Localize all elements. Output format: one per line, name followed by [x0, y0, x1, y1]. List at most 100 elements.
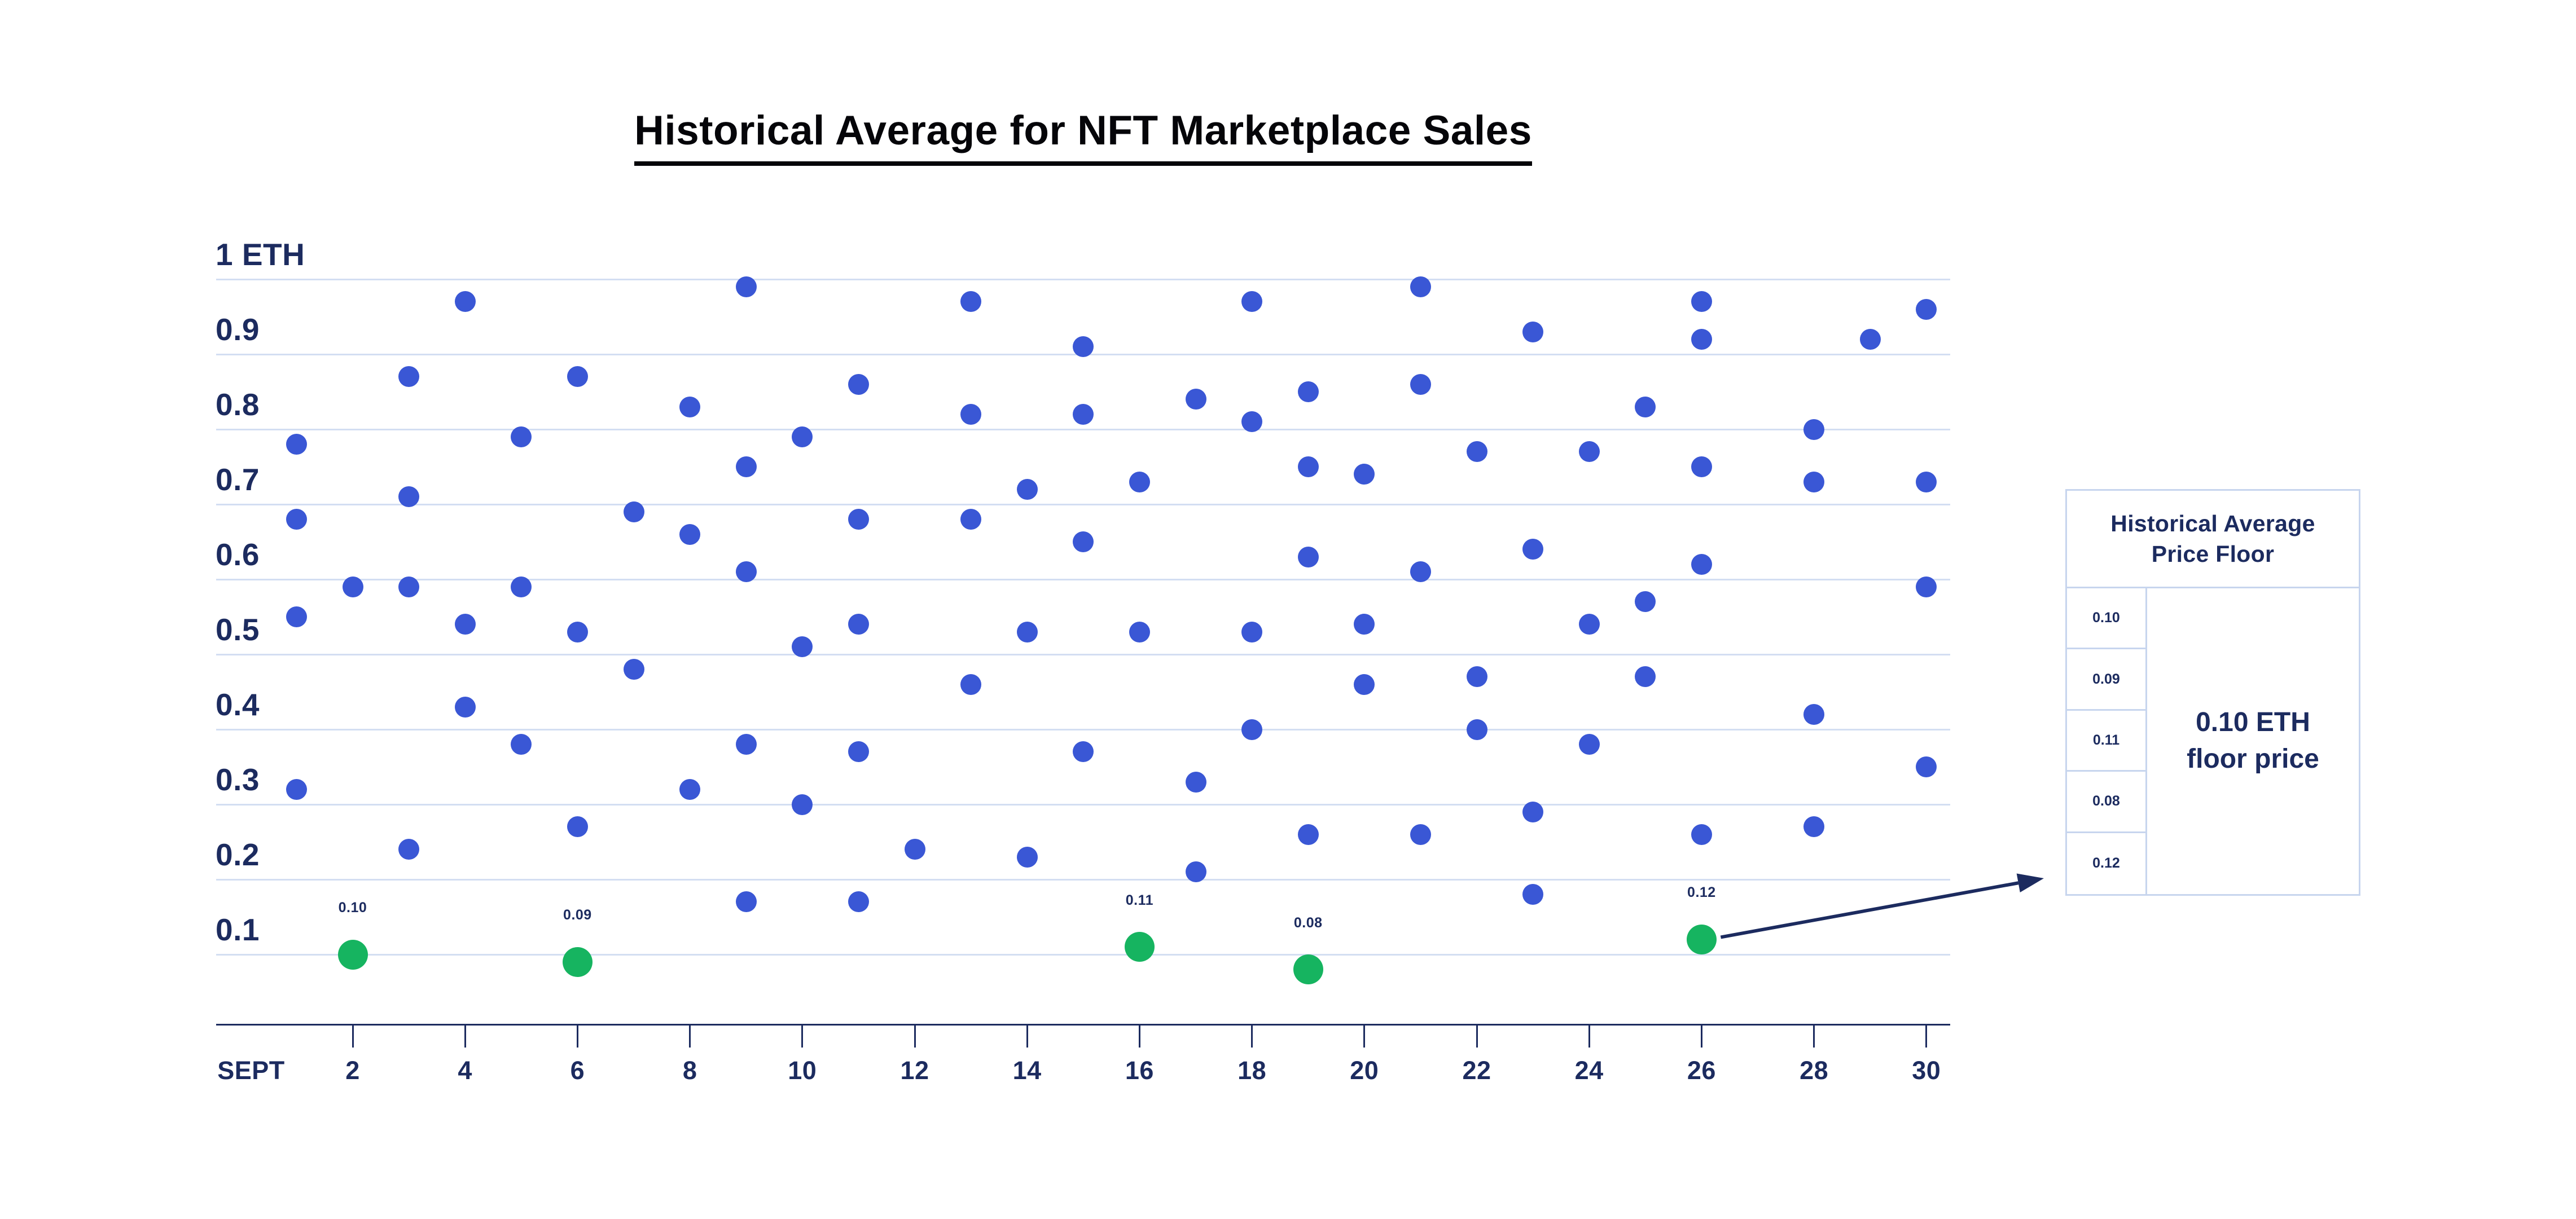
- sale-dot: [623, 501, 644, 522]
- sale-dot: [286, 509, 307, 530]
- sale-dot: [735, 276, 757, 297]
- sale-dot: [1297, 824, 1319, 845]
- sale-dot: [1859, 328, 1881, 350]
- sale-dot: [1241, 411, 1263, 433]
- x-axis-tick: [1026, 1024, 1028, 1048]
- sale-dot: [398, 576, 420, 597]
- sale-dot: [1073, 741, 1094, 763]
- y-gridline: [216, 954, 1950, 956]
- x-axis-tick: [1476, 1024, 1478, 1048]
- sale-dot: [567, 366, 588, 388]
- sale-dot: [454, 614, 476, 635]
- sale-dot: [1354, 674, 1375, 695]
- floor-price-dot-label: 0.09: [563, 907, 592, 923]
- chart-title: Historical Average for NFT Marketplace S…: [216, 108, 1950, 166]
- x-axis-tick: [1251, 1024, 1253, 1048]
- y-axis-label: 0.4: [216, 687, 260, 722]
- y-axis-label: 1 ETH: [216, 237, 305, 272]
- sale-dot: [848, 741, 869, 763]
- floor-price-dot-label: 0.08: [1293, 914, 1323, 931]
- y-axis-label: 0.2: [216, 837, 260, 872]
- sale-dot: [792, 636, 813, 658]
- y-axis-label: 0.6: [216, 537, 260, 572]
- sale-dot: [1803, 419, 1825, 440]
- sale-dot: [1073, 336, 1094, 358]
- sale-dot: [735, 891, 757, 913]
- sale-dot: [286, 778, 307, 800]
- sale-dot: [511, 426, 532, 447]
- x-axis-tick: [464, 1024, 466, 1048]
- sale-dot: [1691, 553, 1712, 575]
- table-row: 0.09: [2067, 649, 2147, 711]
- sale-dot: [1410, 561, 1431, 583]
- y-axis-label: 0.5: [216, 612, 260, 647]
- sale-dot: [1691, 291, 1712, 313]
- sale-dot: [623, 659, 644, 680]
- x-axis-label: 24: [1574, 1056, 1604, 1085]
- y-gridline: [216, 279, 1950, 280]
- table-header-line2: Price Floor: [2151, 541, 2275, 567]
- x-axis-tick: [689, 1024, 691, 1048]
- sale-dot: [398, 839, 420, 860]
- sale-dot: [511, 576, 532, 597]
- sale-dot: [1410, 824, 1431, 845]
- sale-dot: [1129, 621, 1150, 642]
- sale-dot: [454, 696, 476, 718]
- sale-dot: [848, 891, 869, 913]
- sale-dot: [904, 839, 925, 860]
- sale-dot: [1522, 321, 1544, 342]
- sale-dot: [286, 606, 307, 627]
- sale-dot: [1466, 666, 1487, 688]
- table-row: 0.10: [2067, 588, 2147, 650]
- sale-dot: [1241, 719, 1263, 740]
- y-gridline: [216, 879, 1950, 881]
- sale-dot: [735, 456, 757, 477]
- sale-dot: [454, 291, 476, 313]
- floor-price-dot: [1686, 924, 1717, 954]
- sale-dot: [1522, 539, 1544, 560]
- x-axis-tick: [352, 1024, 354, 1048]
- y-gridline: [216, 429, 1950, 430]
- sale-dot: [1691, 456, 1712, 477]
- x-axis-label: 22: [1462, 1056, 1491, 1085]
- x-axis-tick: [576, 1024, 578, 1048]
- sale-dot: [679, 523, 701, 545]
- table-header-line1: Historical Average: [2110, 510, 2315, 536]
- table-row: 0.08: [2067, 772, 2147, 833]
- sale-dot: [1297, 456, 1319, 477]
- sale-dot: [1916, 756, 1937, 777]
- x-axis-label: 8: [682, 1056, 697, 1085]
- sale-dot: [1803, 471, 1825, 492]
- x-axis-tick: [801, 1024, 804, 1048]
- sale-dot: [1466, 719, 1487, 740]
- x-axis-label: 10: [788, 1056, 817, 1085]
- x-axis-tick: [1700, 1024, 1702, 1048]
- sale-dot: [1522, 884, 1544, 905]
- sale-dot: [342, 576, 363, 597]
- sale-dot: [1016, 846, 1038, 868]
- sale-dot: [1578, 441, 1600, 463]
- price-floor-table-header: Historical Average Price Floor: [2067, 491, 2359, 588]
- sale-dot: [1129, 471, 1150, 492]
- sale-dot: [1073, 531, 1094, 552]
- sale-dot: [1410, 373, 1431, 395]
- x-axis-label: 18: [1237, 1056, 1267, 1085]
- sale-dot: [848, 509, 869, 530]
- y-axis-label: 0.8: [216, 387, 260, 422]
- sale-dot: [848, 373, 869, 395]
- x-axis-label: 28: [1800, 1056, 1829, 1085]
- y-axis-label: 0.9: [216, 312, 260, 347]
- table-row: 0.11: [2067, 710, 2147, 772]
- y-axis-label: 0.3: [216, 762, 260, 797]
- sale-dot: [1916, 576, 1937, 597]
- x-axis-label: 2: [345, 1056, 360, 1085]
- x-axis-month-label: SEPT: [217, 1056, 285, 1085]
- floor-price-dot: [1124, 932, 1155, 962]
- floor-price-summary: 0.10 ETH floor price: [2147, 588, 2359, 894]
- sale-dot: [679, 778, 701, 800]
- arrow-line: [1720, 881, 2019, 939]
- y-gridline: [216, 504, 1950, 505]
- sale-dot: [511, 734, 532, 755]
- sale-dot: [567, 621, 588, 642]
